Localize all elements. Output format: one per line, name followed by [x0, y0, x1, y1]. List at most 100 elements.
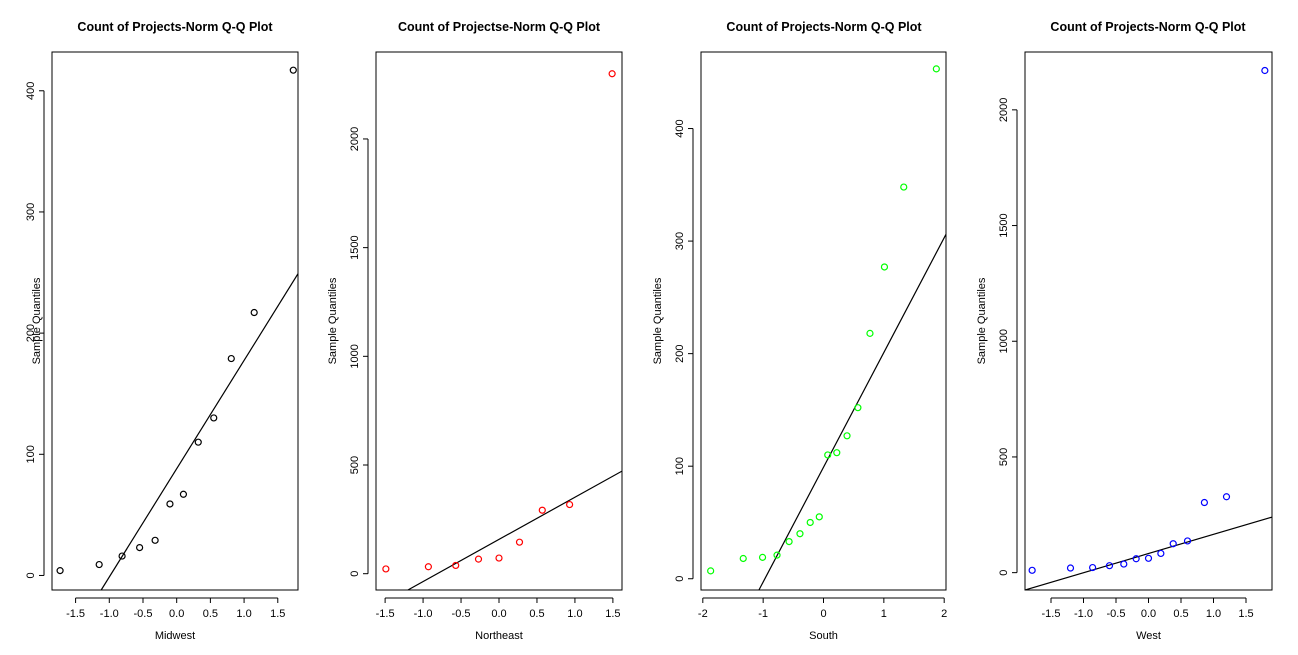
y-tick-label: 400 [674, 119, 686, 137]
qq-panel-2: Count of Projectse-Norm Q-Q Plot -1.5 -1.0… [327, 20, 623, 642]
data-point [932, 65, 940, 73]
x-tick-label: -1.5 [66, 608, 85, 620]
data-point [495, 554, 503, 562]
y-tick-label: 0 [998, 570, 1010, 576]
data-point [95, 560, 103, 569]
plot-frame [700, 51, 947, 591]
x-axis-label: South [809, 630, 838, 642]
x-tick-label: 0 [820, 608, 826, 620]
y-axis-label: Sample Quantiles [31, 277, 43, 364]
data-point [1169, 540, 1177, 548]
data-point [194, 438, 202, 446]
data-point [1120, 560, 1128, 568]
x-axis: -2 -1 0 1 2 [698, 597, 947, 620]
data-points [56, 66, 297, 575]
y-tick-label: 100 [25, 445, 37, 463]
data-point [210, 414, 218, 422]
y-tick-label: 1500 [998, 213, 1010, 237]
qq-reference-line [758, 234, 946, 590]
data-point [608, 70, 616, 78]
data-point [866, 329, 874, 337]
x-tick-label: -1.5 [376, 608, 395, 620]
y-tick-label: 2000 [349, 127, 361, 151]
y-tick-label: 500 [998, 448, 1010, 466]
data-point [707, 567, 715, 575]
qq-reference-line [100, 273, 298, 590]
x-tick-label: -1 [758, 608, 768, 620]
x-axis: -1.5 -1.0 -0.5 0.0 0.5 1.0 1.5 [66, 597, 285, 620]
x-tick-label: 1.5 [270, 608, 285, 620]
data-point [1132, 555, 1140, 563]
x-tick-label: 0.0 [169, 608, 184, 620]
x-tick-label: 1.0 [1206, 608, 1221, 620]
data-point [833, 449, 841, 457]
x-tick-label: 0.0 [491, 608, 506, 620]
chart-title: Count of Projects-Norm Q-Q Plot [77, 20, 273, 34]
x-tick-label: -0.5 [1107, 608, 1126, 620]
x-tick-label: -1.0 [414, 608, 433, 620]
y-tick-label: 200 [674, 344, 686, 362]
data-point [566, 500, 574, 509]
y-tick-label: 400 [25, 82, 37, 100]
data-point [118, 552, 126, 560]
qq-panel-4: Count of Projects-Norm Q-Q Plot-1.5 -1.0-… [976, 20, 1273, 642]
plot-frame [1024, 51, 1273, 591]
data-point [773, 551, 781, 559]
y-tick-label: 100 [674, 457, 686, 475]
data-point [1088, 563, 1097, 572]
x-tick-label: -0.5 [452, 608, 471, 620]
y-axis: 0 500 1000 1500 2000 [998, 98, 1018, 576]
data-point [424, 563, 432, 571]
data-point [880, 263, 889, 271]
x-tick-label: -2 [698, 608, 708, 620]
x-tick-label: 2 [941, 608, 947, 620]
x-tick-label: -1.0 [1074, 608, 1093, 620]
y-tick-label: 0 [25, 572, 37, 578]
y-axis: 0 500 1000 1500 2000 [349, 127, 369, 577]
data-point [227, 354, 235, 363]
x-axis: -1.5 -1.0 -0.5 0.0 0.5 1.0 1.5 [376, 597, 621, 620]
x-tick-label: 0.5 [529, 608, 544, 620]
x-tick-label: 1.5 [605, 608, 620, 620]
data-point [136, 543, 144, 552]
x-tick-label: -1.5 [1042, 608, 1061, 620]
x-tick-label: -0.5 [134, 608, 153, 620]
data-point [1183, 537, 1192, 545]
plot-frame [375, 51, 623, 591]
data-point [815, 513, 823, 521]
x-tick-label: 1.0 [236, 608, 251, 620]
plot-frame [51, 51, 299, 591]
y-tick-label: 300 [25, 203, 37, 221]
x-axis-label: West [1136, 630, 1161, 642]
data-point [843, 432, 851, 440]
x-tick-label: 0.5 [1173, 608, 1188, 620]
y-tick-label: 200 [25, 324, 37, 342]
data-point [824, 451, 832, 459]
data-point [1157, 549, 1165, 558]
data-point [739, 554, 747, 563]
x-tick-label: -1.0 [100, 608, 119, 620]
data-point [900, 183, 908, 191]
x-tick-label: 0.5 [203, 608, 218, 620]
y-tick-label: 300 [674, 232, 686, 250]
x-tick-label: 1 [881, 608, 887, 620]
data-point [1144, 554, 1153, 562]
data-point [806, 518, 814, 527]
y-tick-label: 0 [674, 576, 686, 582]
data-point [1222, 493, 1231, 501]
y-axis-label: Sample Quantiles [976, 277, 988, 364]
data-point [785, 538, 793, 546]
y-tick-label: 1000 [998, 329, 1010, 353]
data-point [1028, 566, 1036, 574]
chart-title: Count of Projects-Norm Q-Q Plot [726, 20, 922, 34]
data-point [56, 567, 64, 575]
data-point [1261, 66, 1269, 75]
data-point [1200, 498, 1209, 507]
y-tick-label: 1500 [349, 235, 361, 259]
qq-reference-line [1025, 516, 1272, 590]
qq-panel-1: Count of Projects-Norm Q-Q Plot-1.5 -1.0-… [25, 20, 299, 642]
data-point [250, 308, 258, 317]
data-point [474, 555, 483, 563]
data-point [289, 66, 297, 74]
